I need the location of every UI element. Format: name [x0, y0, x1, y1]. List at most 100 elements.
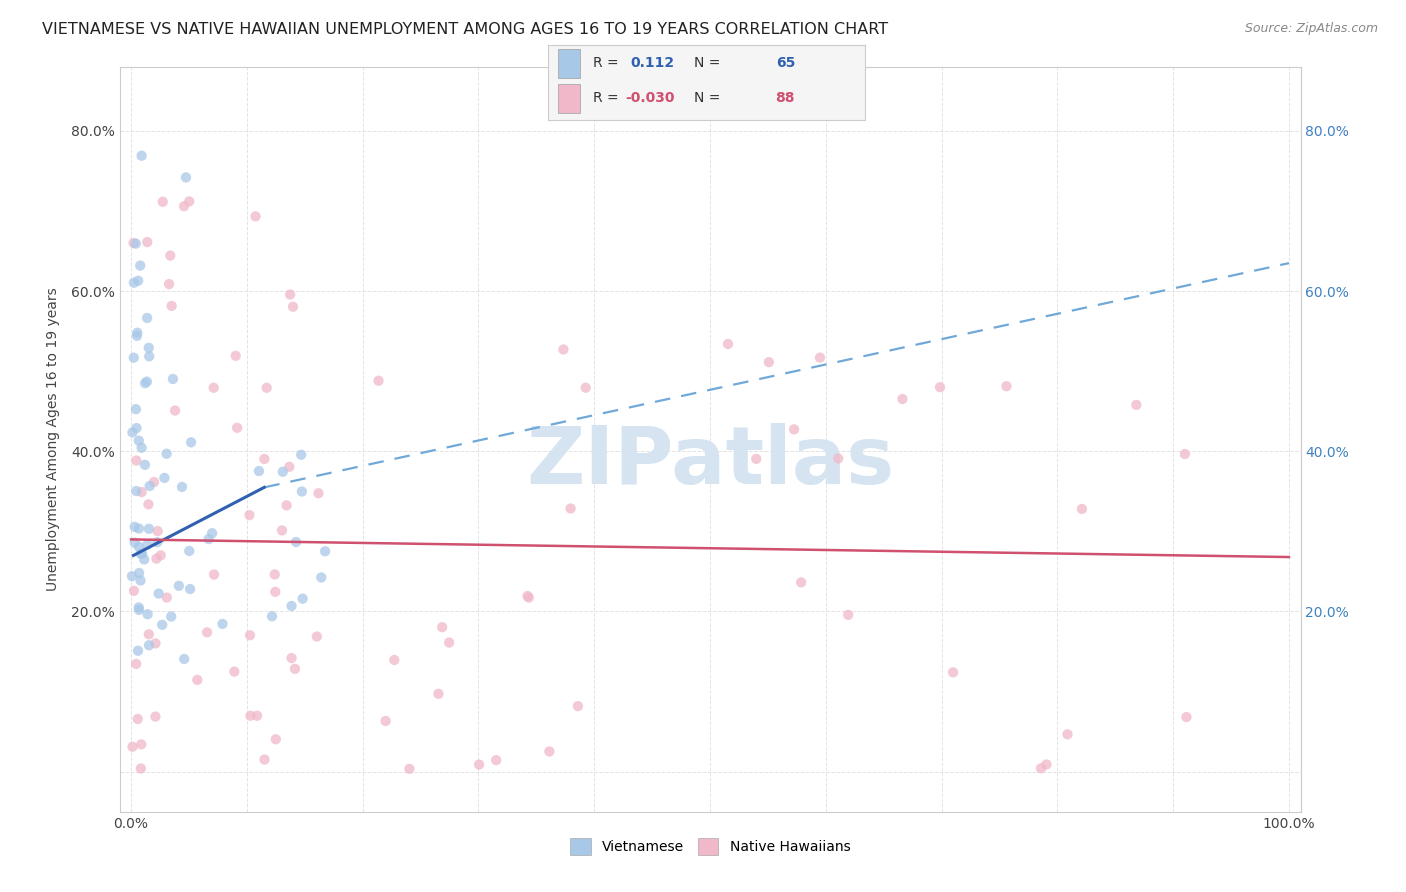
Point — [278, 287, 301, 301]
Point — [127, 326, 149, 340]
Point — [1175, 710, 1198, 724]
Point — [145, 709, 167, 723]
Point — [138, 349, 160, 363]
Point — [291, 591, 314, 606]
Point — [136, 235, 159, 249]
Point — [745, 451, 768, 466]
Point — [430, 620, 453, 634]
Point — [122, 583, 145, 598]
Point — [129, 259, 152, 273]
Point — [468, 757, 491, 772]
Point — [245, 210, 267, 224]
Point — [517, 591, 540, 605]
Point — [125, 236, 148, 251]
Point — [260, 609, 283, 624]
Point — [553, 343, 575, 357]
Point — [152, 194, 174, 209]
Point — [121, 739, 143, 754]
Point — [138, 627, 160, 641]
Point — [136, 310, 159, 325]
Point — [827, 451, 849, 466]
Point — [131, 485, 153, 500]
Point — [136, 537, 159, 551]
Point — [942, 665, 965, 680]
Point — [224, 665, 246, 679]
Point — [149, 549, 172, 563]
Point — [173, 652, 195, 666]
Point — [131, 441, 153, 455]
Point — [1174, 447, 1197, 461]
Point — [225, 349, 247, 363]
Point — [291, 484, 314, 499]
Point — [125, 657, 148, 671]
Point — [271, 465, 294, 479]
Point — [162, 372, 184, 386]
Point — [290, 448, 312, 462]
Point — [128, 600, 150, 615]
Point — [308, 486, 330, 500]
Point — [253, 753, 276, 767]
Point — [124, 535, 146, 549]
Point — [238, 508, 260, 522]
Point — [148, 586, 170, 600]
Point — [179, 582, 201, 596]
Point — [239, 708, 262, 723]
Point — [485, 753, 508, 767]
Point — [128, 603, 150, 617]
Point — [125, 402, 148, 417]
Point — [125, 421, 148, 435]
Point — [197, 532, 219, 546]
Point — [146, 535, 169, 549]
Point — [575, 381, 598, 395]
Point — [202, 567, 225, 582]
Point — [156, 447, 179, 461]
Point — [226, 421, 249, 435]
Point — [128, 540, 150, 554]
Point — [122, 235, 145, 250]
Point — [808, 351, 831, 365]
Point — [128, 566, 150, 580]
Point — [281, 300, 304, 314]
Text: R =: R = — [593, 56, 619, 70]
Point — [156, 591, 179, 605]
Point — [145, 551, 167, 566]
Legend: Vietnamese, Native Hawaiians: Vietnamese, Native Hawaiians — [564, 832, 856, 861]
Point — [1056, 727, 1078, 741]
Point — [280, 599, 302, 613]
Point — [167, 579, 190, 593]
Point — [131, 547, 153, 561]
Y-axis label: Unemployment Among Ages 16 to 19 years: Unemployment Among Ages 16 to 19 years — [45, 287, 59, 591]
Point — [256, 381, 278, 395]
Point — [129, 762, 152, 776]
Point — [263, 567, 285, 582]
Point — [246, 708, 269, 723]
Point — [143, 475, 166, 489]
Point — [758, 355, 780, 369]
Point — [1125, 398, 1147, 412]
Point — [186, 673, 208, 687]
Point — [285, 535, 308, 549]
Point — [211, 616, 233, 631]
Point — [309, 570, 332, 584]
Point — [134, 376, 156, 391]
Point — [314, 544, 336, 558]
Point — [160, 609, 183, 624]
Point — [179, 544, 201, 558]
Point — [157, 277, 180, 292]
Point — [195, 625, 218, 640]
Point — [131, 149, 153, 163]
Point — [174, 170, 197, 185]
Text: N =: N = — [695, 56, 720, 70]
Point — [239, 628, 262, 642]
Point — [165, 403, 187, 417]
Point — [1070, 502, 1092, 516]
Point — [253, 452, 276, 467]
Point — [180, 435, 202, 450]
Bar — [558, 49, 581, 78]
Point — [202, 381, 225, 395]
Point — [717, 337, 740, 351]
Point — [138, 522, 160, 536]
Point — [127, 274, 149, 288]
Point — [125, 453, 148, 467]
Point — [136, 607, 159, 622]
